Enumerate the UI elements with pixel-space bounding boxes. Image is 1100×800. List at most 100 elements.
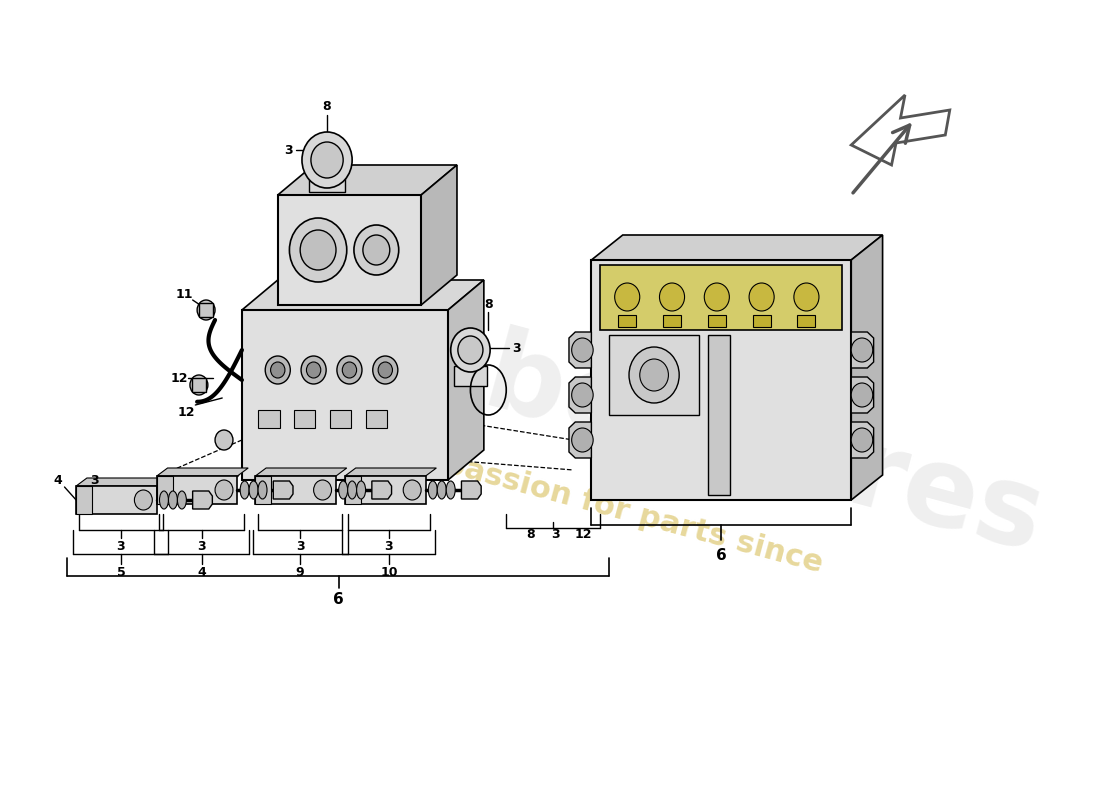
Text: 10: 10	[381, 566, 397, 578]
Polygon shape	[592, 235, 882, 260]
Polygon shape	[76, 478, 167, 486]
Ellipse shape	[660, 283, 684, 311]
Bar	[708, 335, 730, 495]
Text: 8: 8	[484, 298, 493, 310]
Polygon shape	[255, 468, 346, 476]
Text: a passion for parts since: a passion for parts since	[410, 442, 826, 578]
Ellipse shape	[337, 356, 362, 384]
Ellipse shape	[160, 491, 168, 509]
Polygon shape	[569, 422, 592, 458]
Bar	[365, 410, 387, 428]
Text: 9: 9	[296, 566, 305, 578]
Bar	[708, 315, 726, 327]
Bar	[255, 476, 336, 504]
Bar	[454, 366, 486, 386]
Ellipse shape	[311, 142, 343, 178]
Bar	[157, 476, 238, 504]
Ellipse shape	[451, 328, 491, 372]
Ellipse shape	[240, 481, 249, 499]
Bar	[255, 476, 272, 504]
Text: 3: 3	[551, 527, 560, 541]
Ellipse shape	[640, 359, 669, 391]
Polygon shape	[345, 468, 437, 476]
Ellipse shape	[572, 428, 593, 452]
Bar	[663, 315, 681, 327]
Text: 11: 11	[176, 287, 194, 301]
Bar	[592, 260, 851, 500]
Ellipse shape	[339, 481, 348, 499]
Text: 4: 4	[197, 566, 206, 578]
Text: 3: 3	[284, 143, 293, 157]
Ellipse shape	[348, 481, 356, 499]
Text: 3: 3	[296, 539, 305, 553]
Polygon shape	[273, 481, 293, 499]
Ellipse shape	[265, 356, 290, 384]
Text: 12: 12	[177, 406, 195, 418]
Polygon shape	[569, 377, 592, 413]
Text: 12: 12	[170, 371, 188, 385]
Ellipse shape	[197, 300, 215, 320]
Ellipse shape	[749, 283, 774, 311]
Polygon shape	[192, 491, 212, 509]
Bar	[609, 335, 698, 415]
Ellipse shape	[704, 283, 729, 311]
Text: 12: 12	[574, 527, 592, 541]
Polygon shape	[372, 481, 392, 499]
Ellipse shape	[271, 362, 285, 378]
Ellipse shape	[342, 362, 356, 378]
Polygon shape	[851, 422, 873, 458]
Bar	[76, 486, 92, 514]
Bar	[242, 310, 448, 480]
Ellipse shape	[177, 491, 186, 509]
Ellipse shape	[447, 481, 455, 499]
Bar	[601, 265, 843, 330]
Polygon shape	[851, 332, 873, 368]
Ellipse shape	[301, 356, 327, 384]
Ellipse shape	[428, 481, 438, 499]
Text: 8: 8	[322, 101, 331, 114]
Bar	[618, 315, 636, 327]
Ellipse shape	[615, 283, 640, 311]
Polygon shape	[462, 481, 481, 499]
Text: 6: 6	[333, 593, 344, 607]
Ellipse shape	[289, 218, 346, 282]
Ellipse shape	[404, 480, 421, 500]
Ellipse shape	[378, 362, 393, 378]
Bar	[76, 486, 157, 514]
Ellipse shape	[458, 336, 483, 364]
Ellipse shape	[572, 338, 593, 362]
Ellipse shape	[851, 383, 872, 407]
Polygon shape	[278, 165, 456, 195]
Ellipse shape	[354, 225, 398, 275]
Ellipse shape	[851, 338, 872, 362]
Text: 3: 3	[385, 539, 393, 553]
Ellipse shape	[302, 132, 352, 188]
Bar	[191, 378, 206, 392]
Ellipse shape	[214, 430, 233, 450]
Text: 5: 5	[117, 566, 125, 578]
Bar	[157, 476, 173, 504]
Polygon shape	[448, 280, 484, 480]
Bar	[199, 303, 213, 317]
Ellipse shape	[307, 362, 321, 378]
Bar	[798, 315, 815, 327]
Ellipse shape	[314, 480, 331, 500]
Polygon shape	[569, 332, 592, 368]
Polygon shape	[851, 377, 873, 413]
Text: lambospares: lambospares	[253, 265, 1055, 575]
Ellipse shape	[373, 356, 398, 384]
Text: 8: 8	[526, 527, 535, 541]
Bar	[345, 476, 426, 504]
Text: 3: 3	[197, 539, 206, 553]
Polygon shape	[157, 468, 249, 476]
Ellipse shape	[363, 235, 389, 265]
Bar	[258, 410, 279, 428]
Polygon shape	[851, 235, 882, 500]
Polygon shape	[421, 165, 456, 305]
Bar	[278, 195, 421, 305]
Ellipse shape	[438, 481, 447, 499]
Ellipse shape	[134, 490, 152, 510]
Bar	[345, 476, 361, 504]
Text: 6: 6	[716, 547, 727, 562]
Ellipse shape	[629, 347, 679, 403]
